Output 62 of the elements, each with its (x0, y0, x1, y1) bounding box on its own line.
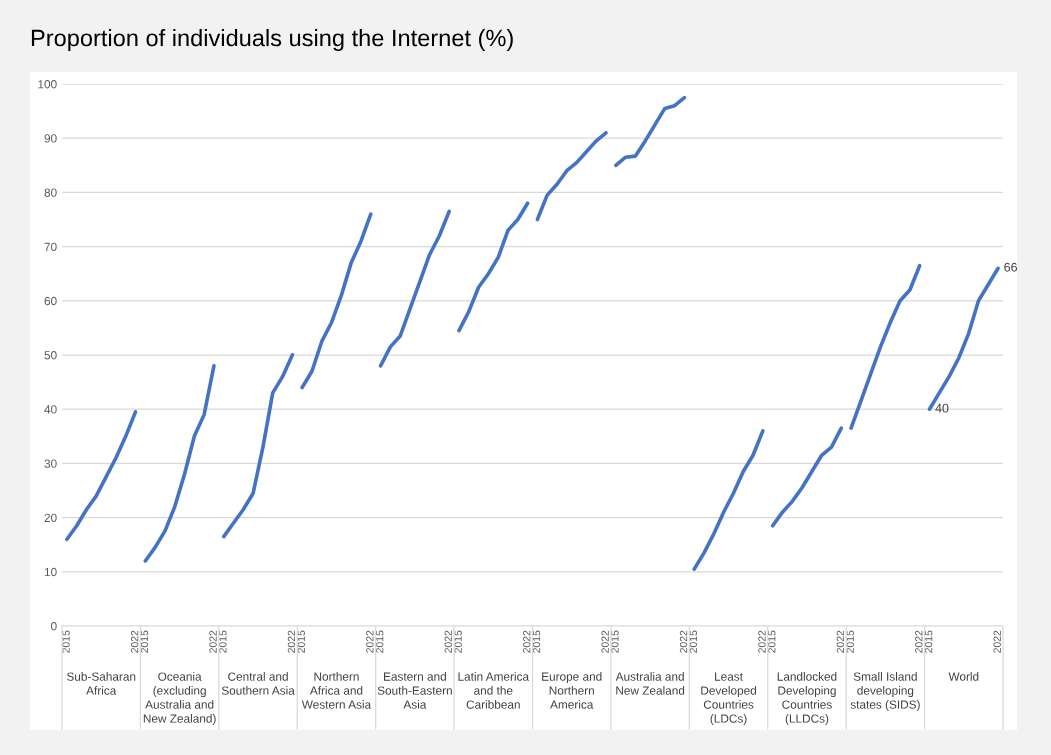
y-tick-label: 10 (44, 567, 57, 577)
text: World (948, 672, 979, 681)
x-tick-label: 2022 (287, 630, 296, 653)
line-series (849, 263, 922, 430)
text: Eastern and South-Eastern Asia (377, 672, 452, 709)
x-tick-label: 2015 (846, 630, 854, 653)
x-tick-label: 2015 (297, 630, 305, 653)
text: Landlocked Developing Countries (LLDCs) (777, 672, 837, 726)
text: Latin America and the Caribbean (458, 672, 530, 709)
text: Northern Africa and Western Asia (301, 672, 372, 709)
x-tick-label: 2022 (444, 630, 452, 653)
line-series (221, 353, 295, 539)
line-series (300, 212, 373, 390)
y-tick-label: 100 (38, 80, 57, 89)
y-tick-label: 80 (44, 188, 57, 197)
line-series (143, 364, 216, 563)
y-tick-label: 90 (44, 134, 57, 143)
y-tick-label: 0 (51, 622, 57, 631)
text: Oceania (excluding Australia and New Zealand) (143, 672, 216, 726)
x-tick-label: 2015 (454, 630, 462, 653)
x-tick-label: 2022 (993, 630, 1001, 653)
text: Central and Southern Asia (221, 672, 295, 695)
text: Australia and New Zealand (615, 672, 685, 695)
line-series (692, 429, 765, 571)
line-series (378, 209, 451, 368)
data-label: 66 (1004, 262, 1018, 272)
x-tick-label: 2022 (679, 630, 688, 653)
x-tick-label: 2015 (62, 630, 70, 653)
line-series (65, 410, 138, 542)
x-tick-label: 2015 (768, 630, 776, 653)
line-series (535, 130, 608, 222)
x-tick-label: 2022 (130, 630, 139, 653)
line-series (770, 426, 844, 528)
x-tick-label: 2015 (924, 630, 933, 653)
x-tick-label: 2015 (611, 630, 619, 653)
x-tick-label: 2015 (375, 630, 384, 653)
chart-title: Proportion of individuals using the Internet (%) (31, 29, 513, 51)
x-tick-label: 2022 (209, 630, 217, 653)
line-series (457, 201, 530, 333)
y-tick-label: 20 (44, 513, 57, 522)
text: Small Island developing states (SIDS) (850, 672, 920, 712)
x-tick-label: 2015 (219, 630, 227, 653)
x-tick-label: 2022 (915, 630, 923, 653)
y-tick-label: 70 (44, 242, 57, 251)
line-series (614, 95, 687, 168)
y-tick-label: 40 (44, 405, 57, 414)
y-tick-label: 60 (44, 296, 57, 306)
x-tick-label: 2022 (601, 630, 609, 653)
y-tick-label: 50 (44, 351, 57, 360)
y-tick-label: 30 (44, 459, 57, 468)
x-tick-label: 2022 (836, 630, 845, 653)
text: Sub-Saharan Africa (66, 672, 136, 695)
x-tick-label: 2015 (140, 630, 149, 653)
text: Europe and Northern America (542, 672, 602, 709)
text: Least Developed Countries (LDCs) (701, 672, 757, 726)
x-tick-label: 2015 (532, 630, 541, 653)
x-tick-label: 2022 (758, 630, 766, 653)
x-tick-label: 2015 (689, 630, 698, 653)
x-tick-label: 2022 (523, 630, 531, 653)
line-series (927, 266, 1000, 412)
data-label: 40 (935, 403, 949, 413)
x-tick-label: 2022 (366, 630, 374, 653)
